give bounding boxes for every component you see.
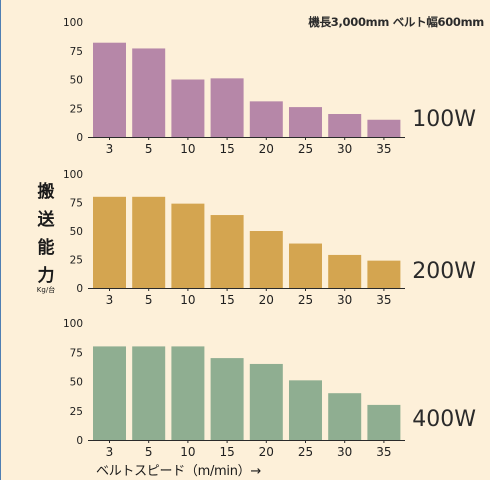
x-tick-label: 30 bbox=[337, 142, 352, 156]
y-tick-label: 0 bbox=[76, 132, 83, 144]
bar-100w-3 bbox=[93, 42, 126, 138]
bar-100w-30 bbox=[328, 114, 362, 137]
x-tick-label: 35 bbox=[376, 142, 391, 156]
x-tick-label: 3 bbox=[106, 142, 114, 156]
series-label-100w: 100W bbox=[412, 107, 476, 132]
bar-200w-35 bbox=[367, 260, 401, 288]
y-tick-label: 100 bbox=[63, 318, 83, 330]
bar-400w-10 bbox=[171, 346, 205, 440]
bar-100w-20 bbox=[249, 101, 283, 137]
x-tick-label: 10 bbox=[180, 293, 195, 307]
series-label-400w: 400W bbox=[412, 407, 476, 432]
bar-400w-5 bbox=[132, 346, 166, 440]
y-tick-label: 75 bbox=[70, 347, 83, 359]
x-tick-label: 25 bbox=[298, 293, 313, 307]
x-tick-label: 20 bbox=[259, 142, 274, 156]
y-tick-label: 25 bbox=[70, 406, 83, 418]
x-tick-label: 20 bbox=[259, 293, 274, 307]
y-tick-label: 75 bbox=[70, 46, 83, 58]
bar-200w-30 bbox=[328, 254, 362, 288]
y-tick-label: 100 bbox=[63, 17, 83, 29]
y-tick-label: 100 bbox=[63, 169, 83, 181]
x-axis-label: ベルトスピード（m/min）→ bbox=[96, 464, 261, 479]
x-tick-label: 5 bbox=[145, 142, 153, 156]
x-tick-label: 15 bbox=[219, 142, 234, 156]
bar-200w-25 bbox=[289, 243, 322, 288]
x-tick-label: 35 bbox=[376, 445, 391, 459]
bar-100w-10 bbox=[171, 79, 205, 137]
x-tick-label: 10 bbox=[180, 445, 195, 459]
y-axis-label: 搬 送 能 力 Kg/台 bbox=[31, 178, 61, 294]
y-axis-unit: Kg/台 bbox=[36, 286, 56, 294]
bar-100w-25 bbox=[289, 107, 322, 137]
bar-200w-3 bbox=[93, 196, 126, 288]
bar-400w-25 bbox=[289, 380, 322, 440]
series-label-200w: 200W bbox=[412, 259, 476, 284]
x-tick-label: 25 bbox=[298, 445, 313, 459]
bar-400w-20 bbox=[249, 363, 283, 440]
x-tick-label: 3 bbox=[106, 445, 114, 459]
bar-200w-10 bbox=[171, 203, 205, 288]
y-tick-label: 25 bbox=[70, 255, 83, 267]
y-tick-label: 25 bbox=[70, 103, 83, 115]
x-tick-label: 15 bbox=[219, 445, 234, 459]
y-tick-label: 50 bbox=[70, 75, 83, 87]
y-axis-label-char: 力 bbox=[37, 266, 55, 286]
y-tick-label: 50 bbox=[70, 377, 83, 389]
bar-400w-3 bbox=[93, 346, 126, 440]
x-tick-label: 30 bbox=[337, 445, 352, 459]
bar-200w-5 bbox=[132, 196, 166, 288]
x-tick-label: 35 bbox=[376, 293, 391, 307]
y-axis-label-char: 搬 bbox=[37, 182, 55, 202]
y-tick-label: 0 bbox=[76, 283, 83, 295]
bar-400w-30 bbox=[328, 393, 362, 440]
x-tick-label: 3 bbox=[106, 293, 114, 307]
bar-100w-5 bbox=[132, 48, 166, 138]
bar-400w-35 bbox=[367, 404, 401, 440]
bar-200w-15 bbox=[210, 215, 244, 288]
spec-note: 機長3,000mm ベルト幅600mm bbox=[308, 15, 484, 29]
x-tick-label: 10 bbox=[180, 142, 195, 156]
bar-100w-15 bbox=[210, 78, 244, 137]
y-axis-label-char: 送 bbox=[37, 210, 55, 230]
bar-100w-35 bbox=[367, 119, 401, 137]
x-tick-label: 5 bbox=[145, 293, 153, 307]
bar-200w-20 bbox=[249, 231, 283, 288]
x-tick-label: 30 bbox=[337, 293, 352, 307]
y-tick-label: 0 bbox=[76, 435, 83, 447]
x-tick-label: 5 bbox=[145, 445, 153, 459]
y-axis-label-char: 能 bbox=[37, 238, 55, 258]
x-tick-label: 15 bbox=[219, 293, 234, 307]
x-tick-label: 25 bbox=[298, 142, 313, 156]
bar-400w-15 bbox=[210, 358, 244, 440]
x-tick-label: 20 bbox=[259, 445, 274, 459]
y-tick-label: 75 bbox=[70, 198, 83, 210]
y-tick-label: 50 bbox=[70, 226, 83, 238]
